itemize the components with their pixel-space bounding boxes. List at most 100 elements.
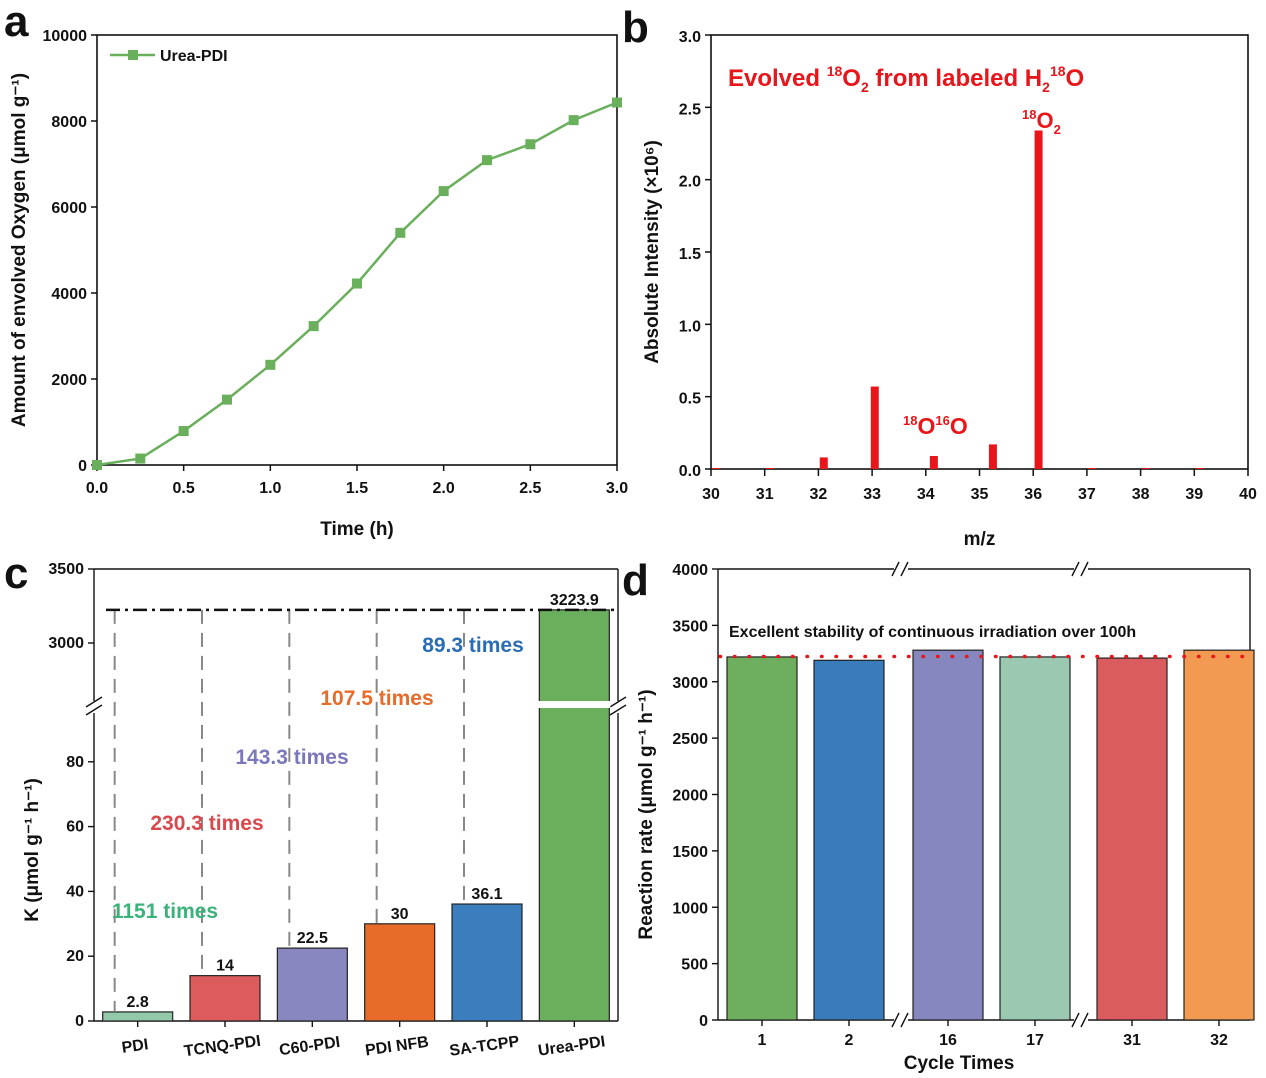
y-tick-label: 1500 (672, 844, 708, 861)
intensity-bar (1195, 468, 1204, 469)
axis-break-mark (1080, 561, 1089, 577)
bar-urea-pdi (538, 609, 610, 1022)
axis-break-mark (609, 704, 627, 716)
y-tick-label: 40 (66, 883, 84, 900)
bar-pdi (102, 1011, 174, 1022)
bar-value-label: 22.5 (297, 930, 328, 947)
y-tick-label: 0.0 (679, 463, 701, 480)
y-tick-label: 1.5 (679, 246, 701, 263)
data-point (222, 394, 232, 405)
axis-break-mark (891, 561, 900, 577)
y-tick-label: 0.5 (679, 391, 701, 408)
data-point (482, 155, 492, 166)
annotation-title: Evolved 18O2 from labeled H218O (728, 63, 1084, 95)
ratio-annotation: 143.3 times (235, 746, 348, 769)
panel-label-b: b (622, 3, 649, 52)
x-tick-label: 32 (810, 486, 828, 503)
x-tick-label: 2.0 (433, 480, 455, 497)
ratio-annotation: 107.5 times (320, 687, 433, 710)
panel-label-d: d (622, 556, 649, 605)
x-tick-label: Urea-PDI (537, 1033, 606, 1059)
x-tick-label: 38 (1132, 486, 1150, 503)
x-tick-label: 16 (939, 1032, 957, 1049)
x-tick-label: 1 (758, 1032, 767, 1049)
intensity-bar (1141, 468, 1150, 469)
x-tick-label: 36 (1024, 486, 1042, 503)
bar-tcnq-pdi (189, 975, 261, 1022)
axis-break-gap (1074, 566, 1088, 572)
axis-break-mark (1071, 561, 1080, 577)
legend-marker (128, 50, 138, 60)
x-tick-label: PDI (121, 1036, 150, 1057)
bar-value-label: 36.1 (471, 886, 502, 903)
bar-break-gap (538, 701, 611, 708)
x-tick-label: C60-PDI (278, 1034, 341, 1059)
y-tick-label: 20 (66, 948, 84, 965)
bar-value-label: 14 (216, 958, 234, 975)
ratio-annotation: 1151 times (112, 900, 218, 923)
intensity-bar (1088, 468, 1097, 469)
axis-break-gap (894, 1017, 908, 1023)
ratio-annotation: 230.3 times (150, 812, 263, 835)
x-tick-label: 30 (702, 486, 720, 503)
cycle-bar-2 (813, 659, 885, 1021)
x-tick-label: TCNQ-PDI (183, 1033, 262, 1061)
annotation-18o16o: 18O16O (903, 413, 968, 439)
data-point (178, 426, 189, 437)
y-tick-label: 3000 (48, 635, 84, 652)
data-point (395, 227, 406, 238)
x-tick-label: 1.0 (259, 480, 281, 497)
y-axis-label: K (μmol g⁻¹ h⁻¹) (22, 778, 43, 922)
axis-break-mark (1080, 1012, 1089, 1028)
axis-break-mark (900, 1012, 909, 1028)
bar-value-label: 3223.9 (550, 592, 599, 609)
annotation-18o2: 18O2 (1022, 107, 1061, 137)
plot-frame (96, 34, 618, 466)
intensity-bar (870, 386, 879, 469)
axis-break-gap (894, 566, 908, 572)
x-tick-label: 31 (1123, 1032, 1141, 1049)
panel-d: 0 500 1000 1500 2000 2500 3000 3500 4000 Reaction… (636, 561, 1255, 1074)
panel-b: 30 31 32 33 34 35 36 37 38 39 40 0.0 0.5 1.0 1.5 2.0 2.5… (642, 29, 1257, 550)
cycle-bar-17 (999, 656, 1071, 1021)
y-tick-label: 2000 (51, 372, 87, 389)
intensity-bar (712, 468, 721, 469)
x-tick-label: PDI NFB (364, 1034, 430, 1060)
y-tick-label: 6000 (51, 200, 87, 217)
y-tick-label: 2000 (672, 788, 708, 805)
data-point (308, 321, 319, 332)
y-tick-label: 4000 (51, 286, 87, 303)
data-point (352, 278, 362, 289)
x-axis-label: m/z (964, 529, 996, 550)
y-tick-label: 3500 (672, 618, 708, 635)
plot-frame (710, 34, 1249, 470)
ratio-annotation: 89.3 times (422, 634, 524, 657)
x-tick-label: 35 (971, 486, 989, 503)
x-tick-label: 33 (863, 486, 881, 503)
y-tick-label: 0 (75, 1013, 84, 1030)
x-tick-label: 39 (1185, 486, 1203, 503)
cycle-bar-1 (726, 656, 798, 1021)
bar-sa-tcpp (451, 903, 523, 1022)
axis-break-mark (85, 704, 103, 716)
stability-annotation: Excellent stability of continuous irradi… (729, 624, 1136, 641)
x-tick-label: 2.5 (519, 480, 541, 497)
x-tick-label: 32 (1210, 1032, 1228, 1049)
y-tick-label: 2.0 (679, 174, 701, 191)
axis-break-mark (609, 696, 627, 708)
y-tick-label: 1000 (672, 900, 708, 917)
y-tick-label: 80 (66, 754, 84, 771)
x-tick-label: 1.5 (346, 480, 368, 497)
y-axis-label: Amount of envolved Oxygen (μmol g⁻¹) (9, 73, 30, 427)
x-tick-label: 37 (1078, 486, 1096, 503)
data-point (612, 97, 622, 108)
cycle-bar-31 (1096, 657, 1168, 1021)
y-tick-label: 2500 (672, 731, 708, 748)
bar-c60-pdi (276, 947, 348, 1022)
data-point (438, 186, 449, 197)
axis-break-gap (1074, 1017, 1088, 1023)
x-tick-label: 40 (1239, 486, 1257, 503)
cycle-bar-16 (912, 649, 984, 1021)
bar-value-label: 30 (391, 906, 409, 923)
y-tick-label: 8000 (51, 114, 87, 131)
